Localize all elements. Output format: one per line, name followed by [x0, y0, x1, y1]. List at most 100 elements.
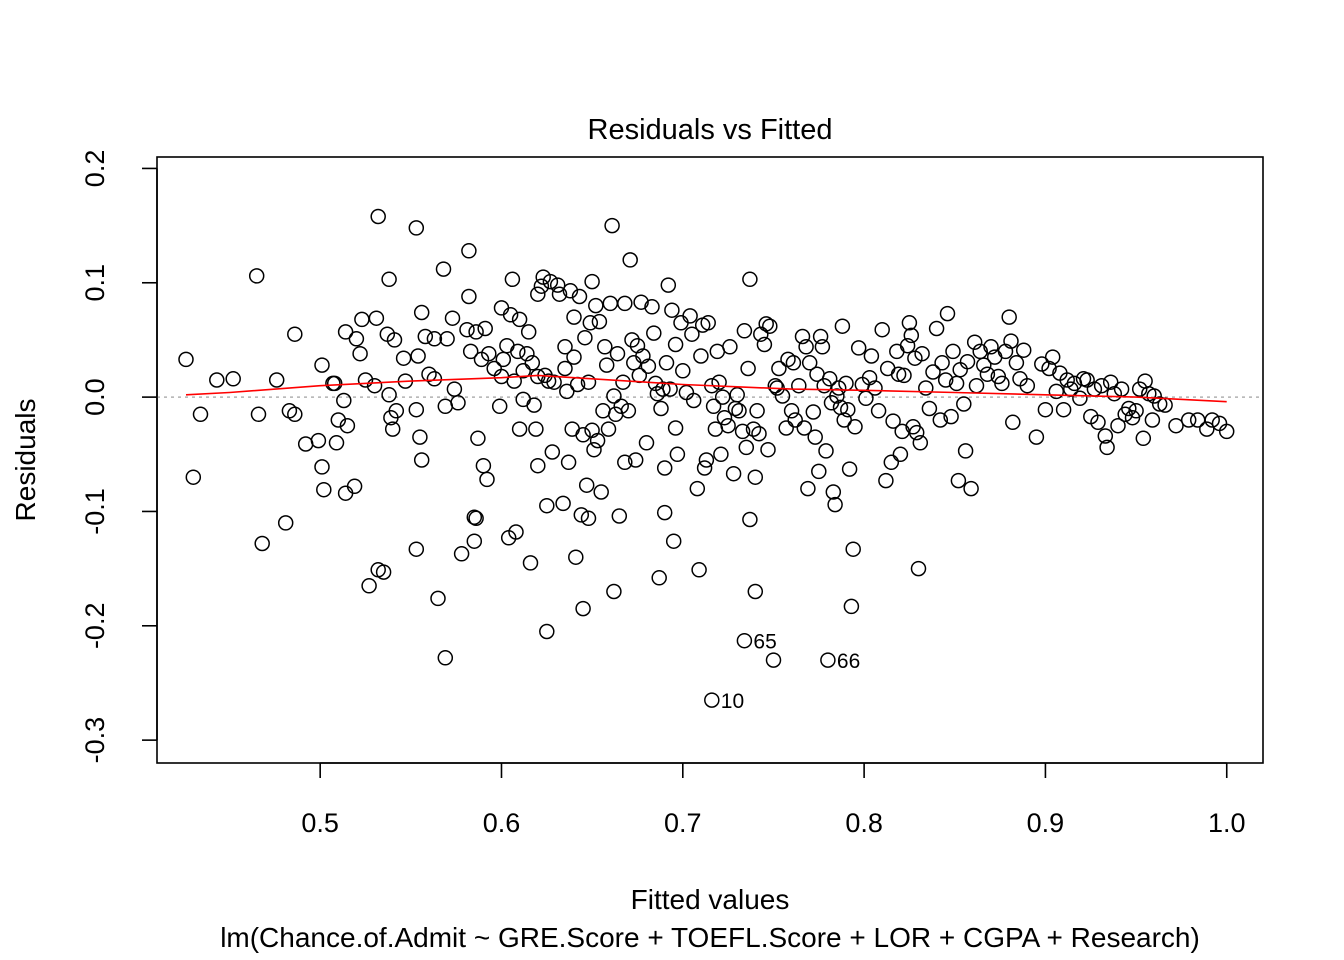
data-point — [963, 480, 979, 497]
data-point — [1019, 377, 1036, 394]
data-point — [511, 421, 528, 437]
data-point — [667, 336, 684, 353]
data-point — [646, 325, 662, 341]
data-point — [326, 375, 343, 392]
data-point — [825, 484, 842, 500]
data-point — [765, 652, 782, 668]
data-point — [805, 404, 822, 420]
data-point — [582, 315, 599, 331]
data-point — [519, 345, 535, 362]
data-points — [178, 208, 1235, 708]
data-point — [983, 339, 999, 355]
data-point — [533, 278, 550, 294]
data-point — [1135, 430, 1152, 447]
data-point — [928, 320, 945, 337]
data-point — [481, 345, 497, 362]
data-point — [691, 562, 707, 578]
data-point — [745, 421, 762, 437]
data-point — [820, 652, 836, 668]
data-point — [836, 412, 852, 428]
data-point — [336, 392, 352, 409]
data-point — [314, 459, 330, 475]
data-point — [1001, 309, 1017, 325]
data-point — [870, 403, 887, 419]
data-point — [559, 383, 575, 400]
data-point — [1044, 349, 1061, 365]
data-point — [287, 406, 303, 423]
data-point — [600, 421, 617, 437]
data-point — [976, 357, 992, 373]
data-point — [912, 435, 929, 451]
data-point — [689, 480, 706, 497]
data-point — [413, 304, 430, 321]
data-point — [738, 439, 755, 456]
data-point — [575, 600, 591, 617]
data-point — [771, 360, 787, 377]
data-point — [714, 389, 731, 405]
data-point — [466, 509, 483, 525]
data-point — [566, 349, 582, 365]
data-point — [386, 332, 403, 348]
data-point — [885, 413, 901, 429]
y-axis-label: Residuals — [10, 399, 41, 522]
data-point — [1131, 381, 1148, 397]
data-point — [890, 366, 907, 382]
data-point — [337, 324, 354, 340]
data-point — [829, 388, 845, 404]
data-point — [502, 307, 519, 323]
data-point — [526, 397, 542, 413]
data-point — [209, 372, 225, 388]
data-point — [1110, 417, 1126, 434]
data-point — [461, 288, 477, 305]
y-tick-label: -0.2 — [80, 603, 110, 650]
data-point — [578, 477, 595, 493]
data-point — [979, 366, 996, 382]
data-point — [957, 443, 974, 459]
data-point — [811, 463, 827, 480]
data-point — [408, 220, 425, 236]
data-point — [722, 339, 738, 355]
data-point — [1151, 396, 1168, 412]
data-point — [546, 374, 562, 390]
data-point — [606, 388, 622, 404]
chart-subtitle: lm(Chance.of.Admit ~ GRE.Score + TOEFL.S… — [220, 922, 1200, 953]
data-point — [584, 273, 600, 290]
data-point — [540, 373, 557, 389]
data-point — [939, 305, 956, 322]
data-point — [901, 315, 918, 331]
data-point — [794, 328, 811, 345]
data-point — [1028, 429, 1045, 445]
data-point — [840, 401, 856, 418]
data-point — [468, 324, 484, 340]
data-point — [640, 358, 657, 374]
data-point — [620, 403, 637, 419]
data-point — [466, 533, 483, 549]
data-point — [1072, 390, 1088, 407]
data-point — [696, 460, 713, 476]
data-point — [551, 286, 568, 302]
y-axis: -0.3 -0.2 -0.1 0.0 0.1 0.2 — [80, 150, 158, 764]
data-point — [185, 469, 202, 485]
data-point — [426, 331, 443, 347]
data-point — [669, 446, 686, 463]
data-point — [388, 403, 405, 419]
data-point — [178, 351, 194, 368]
data-point — [704, 692, 720, 708]
data-point — [684, 326, 700, 342]
data-point — [791, 377, 807, 394]
data-point — [511, 311, 528, 328]
data-point — [515, 363, 531, 379]
data-point — [557, 360, 573, 377]
data-point — [662, 381, 678, 397]
data-point — [682, 308, 698, 324]
data-point — [858, 390, 874, 407]
y-tick-label: -0.3 — [80, 717, 110, 764]
data-point — [528, 421, 544, 437]
y-tick-label: 0.1 — [80, 264, 110, 302]
data-point — [1144, 412, 1161, 428]
data-point — [560, 454, 577, 471]
data-point — [705, 398, 722, 415]
data-point — [453, 546, 470, 562]
data-point — [720, 417, 736, 434]
